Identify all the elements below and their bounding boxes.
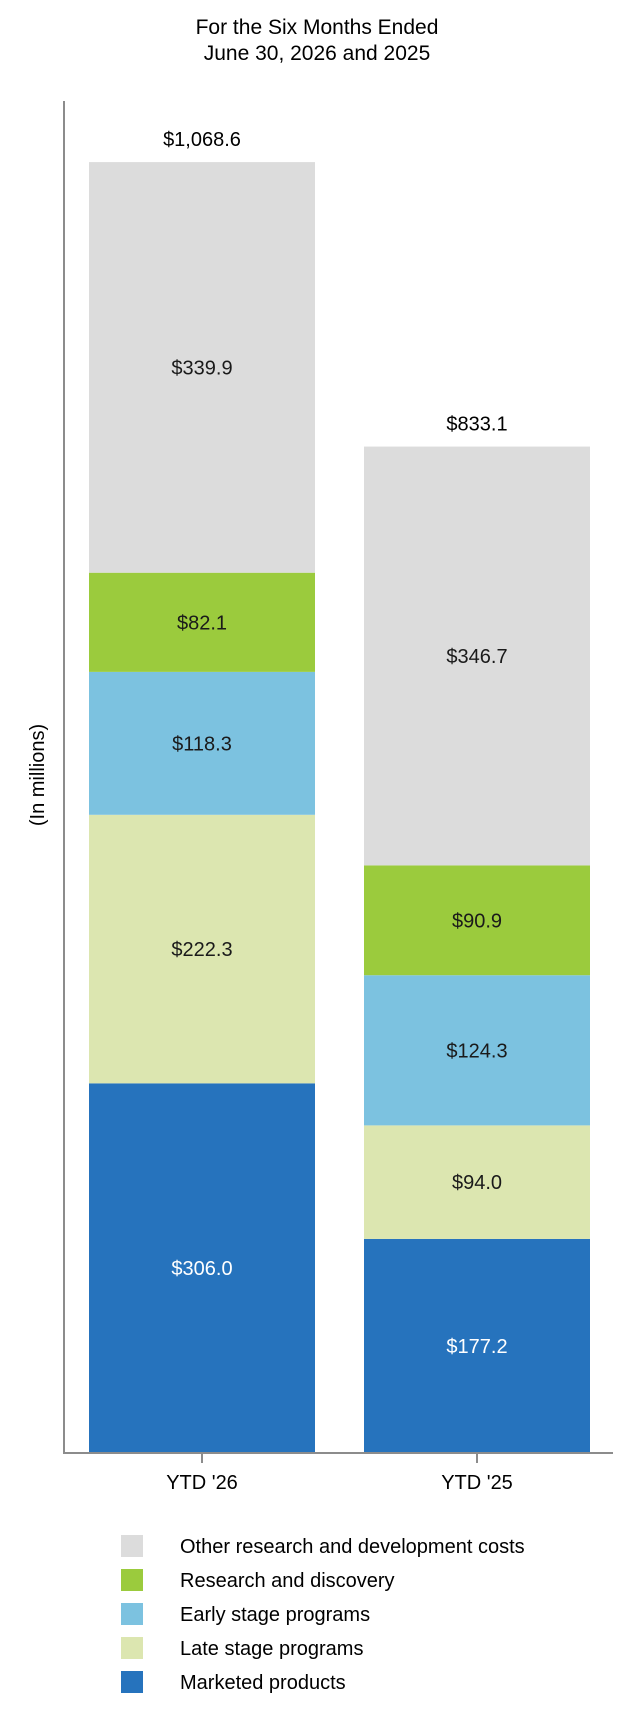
legend-swatch	[121, 1569, 143, 1591]
bar-total-label: $833.1	[446, 414, 507, 436]
legend: Other research and development costs Rese…	[121, 1535, 525, 1694]
x-tick-label: YTD '25	[441, 1472, 513, 1494]
bar-segment-late-stage-programs-0	[89, 814, 315, 1084]
segment-value-label: $124.3	[446, 1040, 507, 1062]
axes-group	[63, 101, 613, 1454]
segment-value-label: $82.1	[177, 612, 227, 634]
chart-title-line-2: June 30, 2026 and 2025	[204, 42, 431, 65]
segment-value-label: $94.0	[452, 1172, 502, 1194]
bar-total-label: $1,068.6	[163, 129, 241, 151]
bar-segment-marketed-products-1	[364, 1238, 590, 1453]
bar-segment-early-stage-programs-0	[89, 671, 315, 815]
legend-label: Late stage programs	[180, 1638, 363, 1660]
legend-label: Marketed products	[180, 1672, 346, 1694]
legend-label: Research and discovery	[180, 1570, 395, 1592]
bar-segment-other-research-and-development-costs-0	[89, 162, 315, 573]
chart-title: For the Six Months Ended June 30, 2026 a…	[196, 16, 439, 65]
legend-swatch	[121, 1637, 143, 1659]
segment-value-label: $346.7	[446, 646, 507, 668]
chart-title-line-1: For the Six Months Ended	[196, 16, 439, 39]
legend-label: Other research and development costs	[180, 1536, 525, 1558]
segment-value-label: $118.3	[172, 733, 232, 755]
bar-segment-late-stage-programs-1	[364, 1125, 590, 1239]
bars-group: $306.0 $222.3 $118.3 $82.1 $339.9 $1,068.6 $17…	[89, 129, 590, 1453]
x-ticks-group: YTD '26 YTD '25	[166, 1453, 513, 1494]
legend-label: Early stage programs	[180, 1604, 370, 1626]
x-tick-label: YTD '26	[166, 1472, 238, 1494]
segment-value-label: $90.9	[452, 910, 502, 932]
legend-swatch	[121, 1671, 143, 1693]
y-axis-label: (In millions)	[27, 724, 49, 826]
bar-segment-research-and-discovery-1	[364, 865, 590, 976]
legend-swatch	[121, 1603, 143, 1625]
bar-segment-early-stage-programs-1	[364, 975, 590, 1126]
segment-value-label: $306.0	[171, 1258, 232, 1280]
segment-value-label: $177.2	[446, 1336, 507, 1358]
segment-value-label: $339.9	[171, 357, 232, 379]
bar-segment-other-research-and-development-costs-1	[364, 446, 590, 866]
segment-value-label: $222.3	[171, 939, 232, 961]
bar-segment-marketed-products-0	[89, 1083, 315, 1453]
legend-swatch	[121, 1535, 143, 1557]
bar-segment-research-and-discovery-0	[89, 572, 315, 672]
